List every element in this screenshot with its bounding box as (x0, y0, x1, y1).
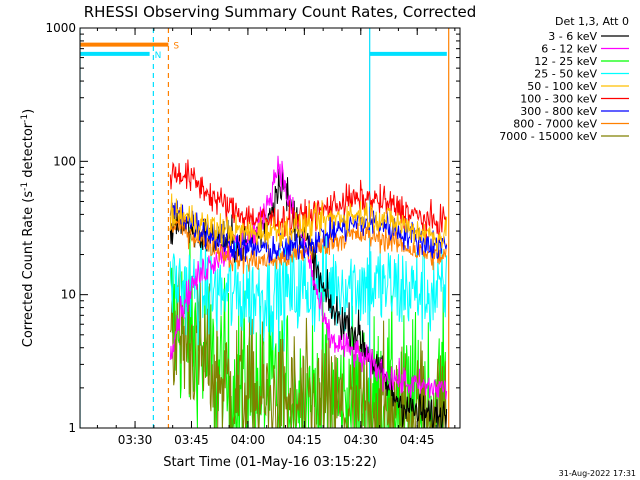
legend-label-800-7000-kev: 800 - 7000 keV (513, 118, 597, 131)
legend-header: Det 1,3, Att 0 (555, 15, 629, 28)
x-tick-label-3: 04:15 (287, 433, 322, 447)
series-line-7000-15000-kev (169, 267, 448, 428)
series-line-50-100-kev (169, 193, 448, 253)
legend-label-6-12-kev: 6 - 12 keV (541, 43, 597, 56)
legend-label-3-6-kev: 3 - 6 keV (548, 30, 597, 43)
axes-layer: 03:30 03:45 04:00 04:15 04:30 04:45 1 10 100 1000 (45, 21, 461, 447)
legend-label-300-800-kev: 300 - 800 keV (520, 105, 597, 118)
legend-label-50-100-kev: 50 - 100 keV (527, 80, 597, 93)
series-line-6-12-kev (169, 155, 448, 400)
series-line-25-50-kev (169, 233, 448, 353)
flag-label-s: S (173, 42, 179, 52)
y-axis-label-main: Corrected Count Rate (s (21, 191, 36, 348)
x-tick-label-4: 04:30 (343, 433, 378, 447)
y-tick-label-1: 10 (61, 288, 76, 302)
plot-layer: SN (80, 28, 450, 428)
legend-label-100-300-kev: 100 - 300 keV (520, 93, 597, 106)
y-axis-label: Corrected Count Rate (s-1 detector-1) (20, 109, 36, 347)
flag-label-n: N (155, 51, 162, 61)
x-tick-label-5: 04:45 (400, 433, 435, 447)
plot-clip-group (80, 28, 450, 428)
y-tick-label-3: 1000 (45, 21, 76, 35)
chart-title: RHESSI Observing Summary Count Rates, Co… (84, 3, 477, 21)
y-tick-label-0: 1 (68, 421, 76, 435)
x-tick-label-0: 03:30 (118, 433, 153, 447)
legend-label-25-50-kev: 25 - 50 keV (534, 68, 597, 81)
footer-date: 31-Aug-2022 17:31 (559, 469, 636, 478)
y-axis-label-exp1: -1 (20, 182, 30, 191)
x-tick-label-1: 03:45 (174, 433, 209, 447)
series-line-12-25-kev (169, 226, 447, 428)
y-axis-label-end: ) (21, 109, 36, 114)
x-axis-label: Start Time (01-May-16 03:15:22) (163, 455, 377, 470)
y-axis-label-exp2: -1 (20, 114, 30, 123)
legend-label-7000-15000-kev: 7000 - 15000 keV (499, 130, 597, 143)
y-axis-label-mid: detector (21, 122, 36, 182)
x-tick-label-2: 04:00 (231, 433, 266, 447)
y-tick-label-2: 100 (53, 154, 76, 168)
plot-frame (79, 27, 461, 429)
legend-label-12-25-kev: 12 - 25 keV (534, 55, 597, 68)
